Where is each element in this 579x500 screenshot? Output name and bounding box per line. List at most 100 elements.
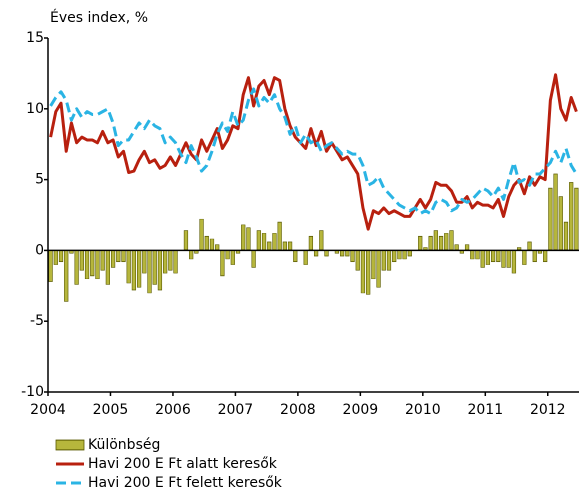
bar — [511, 250, 517, 274]
x-tick-label: 2007 — [218, 402, 254, 418]
bar — [183, 230, 189, 251]
bar — [204, 235, 209, 251]
y-axis-label: Éves index, % — [50, 9, 148, 26]
bar — [360, 250, 366, 294]
bar — [490, 250, 496, 263]
bar — [136, 250, 142, 288]
bar — [189, 250, 194, 260]
y-tick-label: 10 — [26, 101, 44, 117]
line-series — [49, 87, 578, 216]
bar — [199, 218, 204, 251]
bar — [287, 241, 293, 251]
y-tick-label: 15 — [26, 30, 44, 46]
bar — [527, 241, 532, 251]
bar — [569, 182, 574, 251]
bar — [376, 250, 381, 288]
bar — [220, 250, 225, 277]
bar — [386, 250, 392, 271]
bar — [428, 235, 433, 251]
bar — [381, 250, 386, 271]
bar — [532, 250, 537, 263]
bar — [485, 250, 491, 265]
x-tick-label: 2004 — [30, 402, 66, 418]
bar — [522, 250, 527, 265]
bar — [324, 250, 329, 257]
bar — [350, 250, 355, 263]
bar — [157, 250, 163, 291]
bar — [267, 241, 272, 251]
legend-label: Havi 200 E Ft alatt keresők — [88, 456, 278, 472]
bar — [496, 250, 501, 263]
bar — [64, 250, 69, 302]
bar — [168, 250, 173, 271]
x-tick-label: 2005 — [93, 402, 129, 418]
bar — [48, 250, 53, 282]
bar — [100, 250, 105, 271]
bar — [293, 250, 298, 263]
y-tick-label: 0 — [35, 242, 44, 258]
y-tick-label: 5 — [35, 172, 44, 188]
bar — [345, 250, 350, 257]
bar — [553, 173, 558, 251]
y-tick-label: -5 — [30, 313, 44, 329]
bar — [230, 250, 235, 265]
bar — [308, 235, 314, 251]
bar — [449, 230, 454, 251]
x-tick-label: 2009 — [343, 402, 379, 418]
legend-label: Különbség — [88, 437, 160, 453]
bar — [79, 250, 84, 271]
x-tick-label: 2008 — [280, 402, 316, 418]
bar — [303, 250, 308, 265]
bar — [548, 187, 553, 251]
bar — [209, 238, 215, 251]
bar — [277, 221, 282, 251]
bar — [454, 244, 459, 251]
bar — [261, 233, 267, 251]
bar — [563, 221, 569, 251]
x-tick-label: 2011 — [467, 402, 503, 418]
bar — [147, 250, 152, 294]
bar — [142, 250, 147, 274]
bar — [418, 235, 423, 251]
bar — [215, 244, 220, 251]
bar — [251, 250, 256, 268]
bar — [282, 241, 287, 251]
bar — [116, 250, 121, 263]
bar — [397, 250, 402, 260]
legend-label: Havi 200 E Ft felett keresők — [88, 475, 283, 491]
bar — [475, 250, 480, 260]
bar — [163, 250, 168, 274]
bar — [355, 250, 360, 271]
line-series — [49, 73, 578, 231]
bar — [131, 250, 137, 291]
bar — [464, 244, 470, 251]
bar — [366, 250, 371, 295]
bar — [272, 233, 277, 251]
bar — [225, 250, 230, 260]
bar — [543, 250, 548, 263]
bar — [110, 250, 116, 268]
bar — [319, 230, 324, 251]
x-tick-label: 2010 — [405, 402, 441, 418]
bar — [256, 230, 261, 251]
bar — [340, 250, 345, 257]
bar — [558, 196, 563, 251]
bar — [438, 235, 444, 251]
bar — [95, 250, 100, 280]
bar — [121, 250, 126, 263]
bar — [84, 250, 90, 280]
bar — [152, 250, 157, 285]
bar — [173, 250, 178, 274]
bar — [433, 230, 438, 251]
bar — [58, 250, 64, 263]
bar — [313, 250, 319, 257]
bar — [470, 250, 475, 260]
bar — [371, 250, 376, 280]
bar — [407, 250, 412, 257]
bar — [90, 250, 95, 277]
x-tick-label: 2012 — [530, 402, 566, 418]
x-tick-label: 2006 — [155, 402, 191, 418]
bar — [402, 250, 407, 260]
bar — [126, 250, 131, 284]
